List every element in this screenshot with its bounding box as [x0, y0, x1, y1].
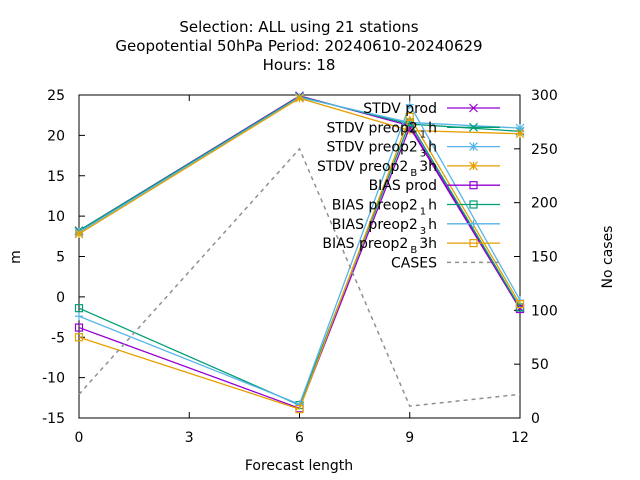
y-tick-label: 20: [47, 128, 65, 144]
series-5: [74, 118, 525, 410]
legend-marker: [469, 239, 478, 248]
legend-label: BIAS preop2 B 3h: [322, 236, 437, 256]
y-tick-label: 10: [47, 209, 65, 225]
legend-label: BIAS preop2 3 h: [332, 217, 437, 237]
series-line: [78, 97, 521, 235]
series-line: [78, 95, 521, 232]
data-point: [515, 123, 525, 133]
y2-tick-label: 0: [531, 411, 540, 427]
legend-entry: CASES: [391, 255, 500, 271]
title-line-3: Hours: 18: [263, 56, 336, 74]
x-tick-label: 0: [75, 430, 84, 446]
legend-marker: [469, 200, 478, 209]
legend-entry: BIAS preop2 1 h: [332, 198, 500, 218]
data-point: [74, 304, 84, 313]
x-tick-label: 3: [185, 430, 194, 446]
data-point: [75, 312, 83, 321]
legend-entry: STDV preop2 1 h: [326, 120, 500, 140]
series-2: [74, 92, 525, 237]
data-point: [295, 400, 304, 409]
series-lines: [74, 91, 525, 414]
legend-marker: [469, 181, 478, 190]
legend-entry: BIAS preop2 B 3h: [322, 236, 500, 256]
data-point: [515, 129, 525, 139]
legend-marker: [469, 161, 478, 171]
x-tick-label: 12: [511, 430, 529, 446]
legend-entry: STDV prod: [363, 101, 500, 117]
legend-entry: BIAS prod: [369, 178, 500, 194]
y-tick-label: -5: [51, 330, 65, 346]
legend-marker: [469, 142, 478, 152]
chart-title: Selection: ALL using 21 stations Geopote…: [115, 18, 482, 74]
x-tick-label: 9: [405, 430, 414, 446]
data-point: [74, 229, 84, 239]
legend-entry: STDV preop2 3 h: [326, 140, 500, 160]
series-line: [78, 115, 521, 410]
title-line-2: Geopotential 50hPa Period: 20240610-2024…: [115, 37, 482, 55]
legend-marker: [469, 122, 478, 132]
legend-label: CASES: [391, 255, 437, 271]
y-tick-label: 0: [56, 290, 65, 306]
series-7: [74, 112, 525, 414]
legend-label: STDV preop2 B 3h: [317, 159, 437, 179]
series-line: [78, 103, 521, 406]
title-line-1: Selection: ALL using 21 stations: [179, 18, 418, 36]
legend-label: STDV prod: [363, 101, 437, 117]
plot-area: [78, 94, 521, 419]
y-tick-label: -15: [42, 411, 65, 427]
series-line: [78, 147, 521, 407]
y-axis-label: m: [8, 250, 24, 264]
data-point: [405, 112, 414, 121]
data-point: [295, 405, 304, 414]
x-tick-label: 6: [295, 430, 304, 446]
y-tick-label: 15: [47, 169, 65, 185]
data-point: [405, 100, 414, 109]
series-8: [78, 147, 521, 407]
data-point: [74, 323, 84, 332]
y2-tick-label: 250: [531, 142, 558, 158]
data-point: [74, 333, 84, 342]
data-point: [295, 93, 304, 103]
plot-border: [78, 94, 521, 419]
legend-label: BIAS preop2 1 h: [332, 198, 437, 218]
y-tick-label: -10: [42, 371, 65, 387]
y2-tick-label: 150: [531, 250, 558, 266]
legend-label: BIAS prod: [369, 178, 437, 194]
data-point: [515, 300, 525, 309]
legend-marker: [469, 219, 478, 228]
series-line: [78, 125, 521, 410]
y2-tick-label: 50: [531, 357, 549, 373]
legend-label: STDV preop2 3 h: [326, 140, 437, 160]
y2-tick-label: 300: [531, 88, 558, 104]
legend-label: STDV preop2 1 h: [326, 120, 437, 140]
legend-entry: STDV preop2 B 3h: [317, 159, 500, 179]
y2-tick-label: 100: [531, 303, 558, 319]
legend-marker: [469, 103, 478, 113]
y-tick-label: 5: [56, 250, 65, 266]
x-axis-label: Forecast length: [245, 458, 353, 474]
series-1: [74, 92, 525, 236]
y2-tick-label: 200: [531, 196, 558, 212]
series-line: [78, 120, 521, 406]
y-tick-label: 25: [47, 88, 65, 104]
series-line: [78, 96, 521, 233]
y2-axis-label: No cases: [600, 226, 616, 289]
series-4: [74, 123, 525, 413]
legend-entry: BIAS preop2 3 h: [332, 217, 500, 237]
